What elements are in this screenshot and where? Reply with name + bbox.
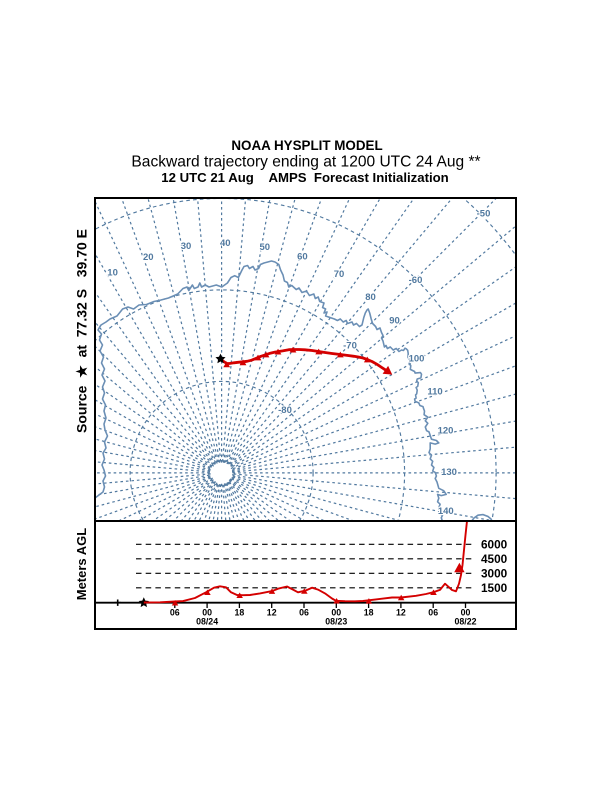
- svg-text:00: 00: [461, 608, 471, 618]
- svg-text:1500: 1500: [481, 581, 508, 595]
- svg-text:120: 120: [438, 426, 454, 437]
- svg-text:00: 00: [202, 608, 212, 618]
- svg-text:Meters AGL: Meters AGL: [74, 528, 89, 601]
- svg-text:10: 10: [107, 268, 118, 279]
- svg-text:50: 50: [260, 242, 271, 253]
- svg-text:06: 06: [170, 608, 180, 618]
- svg-text:20: 20: [143, 252, 154, 263]
- svg-text:00: 00: [331, 608, 341, 618]
- svg-text:30: 30: [181, 241, 192, 252]
- svg-text:Backward trajectory ending at: Backward trajectory ending at 1200 UTC 2…: [131, 153, 480, 170]
- svg-text:12: 12: [267, 608, 277, 618]
- svg-text:06: 06: [428, 608, 438, 618]
- svg-text:-50: -50: [477, 209, 491, 220]
- svg-text:130: 130: [441, 467, 457, 478]
- svg-text:06: 06: [299, 608, 309, 618]
- svg-text:40: 40: [220, 238, 231, 249]
- svg-text:80: 80: [365, 292, 376, 303]
- svg-text:60: 60: [297, 252, 308, 263]
- svg-text:08/24: 08/24: [196, 617, 218, 627]
- svg-text:-60: -60: [409, 275, 423, 286]
- svg-text:100: 100: [409, 354, 425, 365]
- svg-text:18: 18: [235, 608, 245, 618]
- svg-text:4500: 4500: [481, 552, 508, 566]
- svg-text:12: 12: [396, 608, 406, 618]
- svg-text:-70: -70: [343, 341, 357, 352]
- svg-text:NOAA HYSPLIT MODEL: NOAA HYSPLIT MODEL: [231, 138, 382, 153]
- svg-text:12 UTC 21 Aug AMPS Forecas: 12 UTC 21 Aug AMPS Forecast Initializati…: [161, 170, 449, 185]
- svg-text:6000: 6000: [481, 537, 508, 551]
- svg-text:08/23: 08/23: [325, 617, 347, 627]
- svg-text:90: 90: [389, 316, 400, 327]
- svg-text:110: 110: [427, 387, 442, 398]
- svg-text:3000: 3000: [481, 566, 508, 580]
- svg-text:Source ★ at 77.32 S 39.70: Source ★ at 77.32 S 39.70 E: [74, 229, 90, 433]
- svg-text:70: 70: [334, 269, 345, 280]
- svg-text:08/22: 08/22: [454, 617, 476, 627]
- svg-text:140: 140: [438, 506, 454, 517]
- svg-text:18: 18: [364, 608, 374, 618]
- svg-text:-80: -80: [278, 405, 292, 416]
